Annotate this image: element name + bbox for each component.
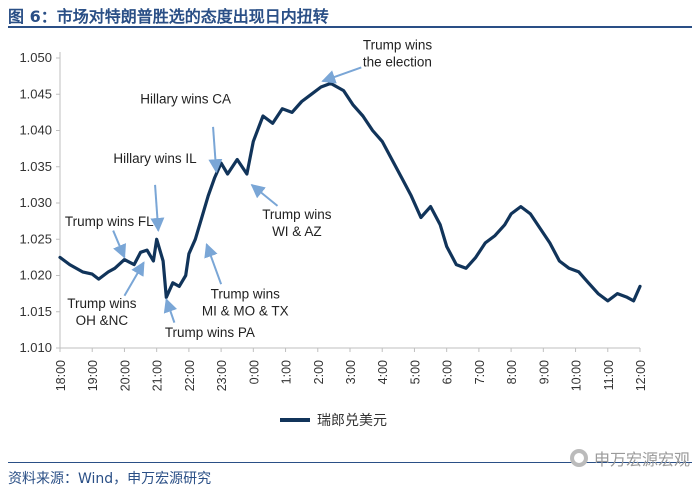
- annotation-trump-mi: Trump wins MI & MO & TX: [202, 243, 289, 319]
- annotation-trump-election: Trump wins the election: [321, 37, 433, 84]
- title-rule: [8, 26, 692, 28]
- x-tick-label: 4:00: [376, 360, 390, 384]
- annotation-label: OH &NC: [76, 313, 129, 328]
- y-tick-label: 1.030: [19, 195, 52, 210]
- annotation-trump-fl: Trump wins FL: [65, 214, 154, 259]
- series-layer: [58, 81, 642, 303]
- x-axis: 18:00 19:00 20:00 21:00 22:00 23:00 0:00 1:00 2:…: [54, 347, 648, 391]
- figure-title: 图 6：市场对特朗普胜选的态度出现日内扭转: [8, 7, 329, 26]
- x-tick-label: 7:00: [473, 360, 487, 384]
- annotation-trump-pa: Trump wins PA: [163, 298, 255, 340]
- watermark: 申万宏源宏观: [569, 446, 690, 470]
- annotation-label: Hillary wins CA: [140, 92, 231, 107]
- annotation-arrow: [321, 66, 362, 84]
- x-tick-label: 19:00: [86, 360, 100, 391]
- y-tick-label: 1.020: [19, 268, 52, 283]
- annotation-arrow: [112, 230, 127, 259]
- x-tick-label: 9:00: [537, 360, 551, 384]
- annotation-label: Trump wins: [363, 37, 433, 52]
- annotation-arrow: [250, 183, 279, 207]
- annotation-label: WI & AZ: [272, 224, 322, 239]
- x-tick-label: 23:00: [215, 360, 229, 391]
- x-tick-label: 5:00: [408, 360, 422, 384]
- y-tick-label: 1.025: [19, 231, 52, 246]
- annotation-label: Trump wins: [211, 287, 281, 302]
- x-tick-label: 22:00: [183, 360, 197, 391]
- annotation-arrow: [163, 298, 178, 323]
- y-tick-label: 1.040: [19, 123, 52, 138]
- annotation-label: Trump wins: [262, 207, 332, 222]
- x-tick-label: 1:00: [280, 360, 294, 384]
- legend: 瑞郎兑美元: [280, 412, 387, 428]
- annotation-trump-wi: Trump wins WI & AZ: [250, 183, 332, 239]
- y-tick-label: 1.035: [19, 159, 52, 174]
- annotation-label: the election: [363, 54, 432, 69]
- annotation-label: Trump wins PA: [165, 325, 255, 340]
- wechat-icon: [569, 449, 588, 467]
- x-tick-label: 10:00: [570, 360, 584, 391]
- x-tick-label: 2:00: [312, 360, 326, 384]
- x-tick-label: 11:00: [602, 360, 616, 390]
- x-tick-label: 8:00: [505, 360, 519, 384]
- series-line-0: [58, 81, 642, 303]
- x-tick-label: 3:00: [344, 360, 358, 384]
- annotation-arrow: [150, 184, 165, 232]
- x-tick-label: 18:00: [54, 360, 68, 391]
- y-axis: 1.050 1.045 1.040 1.035 1.030 1.025 1.020 1.015…: [19, 50, 61, 355]
- legend-label: 瑞郎兑美元: [317, 412, 387, 428]
- x-tick-label: 6:00: [441, 360, 455, 384]
- watermark-text: 申万宏源宏观: [593, 450, 690, 469]
- annotation-label: Trump wins FL: [65, 214, 154, 229]
- x-tick-label: 0:00: [247, 360, 261, 384]
- source-note: 资料来源：Wind，申万宏源研究: [8, 471, 212, 487]
- x-tick-label: 21:00: [151, 360, 165, 391]
- annotation-arrow: [204, 243, 223, 285]
- x-tick-label: 20:00: [118, 360, 132, 391]
- annotation-label: MI & MO & TX: [202, 304, 289, 319]
- annotation-label: Hillary wins IL: [113, 151, 197, 166]
- y-tick-label: 1.010: [19, 340, 52, 355]
- annotation-hillary-il: Hillary wins IL: [113, 151, 197, 232]
- y-tick-label: 1.045: [19, 86, 52, 101]
- line-chart: 1.050 1.045 1.040 1.035 1.030 1.025 1.020 1.015…: [19, 37, 648, 428]
- source-rule: [8, 462, 692, 463]
- annotation-hillary-ca: Hillary wins CA: [140, 92, 231, 174]
- y-tick-label: 1.015: [19, 304, 52, 319]
- annotation-arrow: [123, 261, 145, 297]
- annotation-arrow: [208, 126, 223, 174]
- annotation-label: Trump wins: [67, 296, 137, 311]
- x-tick-label: 12:00: [634, 360, 648, 391]
- y-tick-label: 1.050: [19, 50, 52, 65]
- annotation-trump-oh: Trump wins OH &NC: [67, 261, 145, 328]
- annotations-layer: Trump wins FL Trump wins OH &NC Hillary win…: [65, 37, 433, 340]
